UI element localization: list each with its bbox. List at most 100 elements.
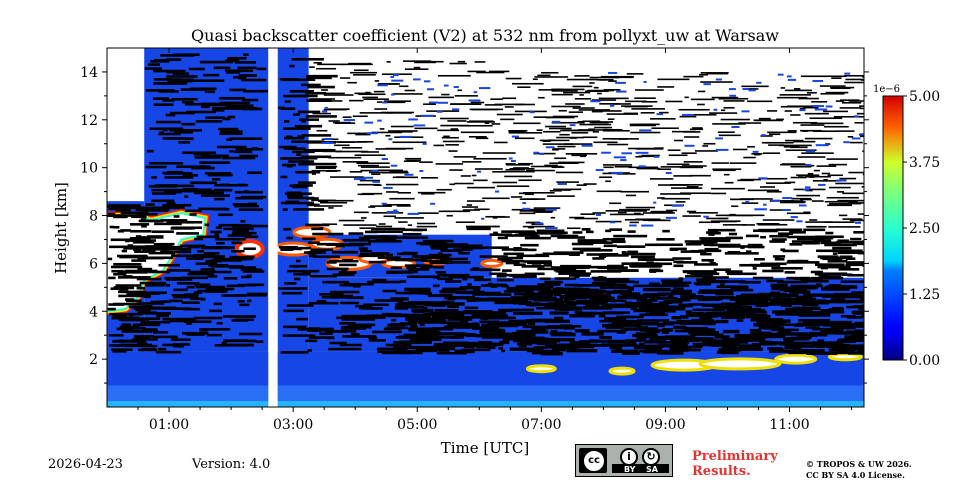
noise-dash (294, 124, 323, 128)
noise-dash (493, 231, 498, 235)
dense-noise (861, 295, 864, 299)
noise-dash (538, 89, 556, 91)
noise-dash (135, 308, 151, 312)
noise-dash (442, 287, 465, 291)
noise-dash (656, 238, 675, 241)
noise-dash (544, 164, 558, 167)
noise-dash (766, 279, 784, 283)
noise-dash (838, 268, 860, 271)
noise-dash (718, 97, 749, 100)
noise-dash (113, 302, 145, 306)
noise-dash (242, 270, 265, 273)
dense-noise (388, 313, 417, 318)
noise-dash (732, 148, 748, 151)
noise-dash (666, 281, 687, 285)
noise-dash (173, 295, 199, 299)
noise-dash (789, 231, 806, 234)
dense-noise (415, 335, 438, 339)
noise-dash (593, 278, 606, 282)
noise-dash (539, 277, 551, 281)
noise-dash (399, 85, 409, 88)
noise-dash (747, 145, 755, 148)
noise-dash (491, 123, 501, 125)
noise-dash (828, 284, 842, 287)
noise-dash (478, 340, 493, 344)
noise-dash (512, 275, 537, 278)
noise-dash (706, 72, 728, 75)
noise-dash (619, 292, 641, 295)
noise-dash (558, 109, 567, 112)
noise-dash (699, 73, 708, 76)
noise-dash (349, 99, 364, 102)
noise-dash (347, 132, 371, 135)
noise-dash (216, 241, 225, 245)
noise-dash (552, 148, 559, 151)
noise-dash (199, 60, 233, 64)
blue-speckle (796, 220, 803, 223)
noise-dash (833, 115, 864, 118)
noise-dash (301, 155, 332, 159)
noise-dash (432, 284, 440, 288)
noise-dash (328, 156, 362, 159)
noise-dash (316, 299, 327, 303)
noise-dash (368, 206, 376, 208)
cc-license-badge[interactable]: cc i ↻ BY SA (575, 444, 673, 477)
blue-speckle (782, 197, 793, 200)
noise-dash (323, 92, 345, 95)
dense-noise (446, 325, 474, 329)
noise-dash (349, 171, 363, 173)
noise-dash (367, 240, 402, 243)
blue-speckle (428, 101, 438, 104)
blue-speckle (639, 129, 652, 132)
dense-noise (699, 317, 712, 321)
dense-noise (409, 337, 442, 342)
noise-dash (657, 197, 665, 199)
noise-dash (133, 245, 155, 248)
noise-dash (371, 227, 406, 231)
noise-dash (704, 247, 719, 251)
noise-dash (861, 186, 864, 188)
noise-dash (823, 110, 849, 113)
noise-dash (448, 150, 458, 152)
noise-dash (125, 299, 142, 303)
noise-dash (143, 306, 177, 310)
noise-dash (558, 272, 592, 275)
noise-dash (162, 137, 186, 140)
dense-noise (757, 292, 787, 297)
noise-dash (200, 268, 215, 271)
noise-dash (377, 350, 409, 354)
noise-dash (124, 344, 145, 348)
dense-noise (581, 332, 604, 336)
blue-speckle (684, 144, 695, 147)
noise-dash (359, 252, 375, 256)
noise-dash (144, 283, 165, 287)
noise-dash (383, 100, 411, 102)
noise-dash (514, 292, 536, 296)
noise-dash (825, 91, 849, 94)
noise-dash (238, 332, 263, 336)
noise-dash (608, 284, 614, 287)
noise-dash (808, 176, 815, 178)
blue-speckle (533, 151, 540, 154)
noise-dash (141, 348, 156, 351)
blue-speckle (390, 164, 398, 167)
noise-dash (769, 209, 789, 211)
noise-dash (450, 128, 459, 130)
noise-dash (355, 304, 373, 308)
dense-noise (549, 331, 567, 336)
noise-dash (158, 263, 181, 267)
noise-dash (368, 230, 403, 234)
noise-dash (194, 283, 211, 287)
noise-dash (341, 318, 376, 321)
noise-dash (646, 335, 676, 339)
dense-noise (585, 304, 600, 308)
blue-speckle (452, 108, 460, 111)
noise-dash (457, 89, 462, 92)
noise-dash (202, 73, 220, 77)
plot-frame (106, 47, 865, 408)
noise-dash (305, 115, 337, 118)
dense-noise (508, 319, 531, 324)
noise-dash (441, 93, 450, 96)
dense-noise (432, 315, 457, 320)
noise-dash (819, 85, 846, 87)
